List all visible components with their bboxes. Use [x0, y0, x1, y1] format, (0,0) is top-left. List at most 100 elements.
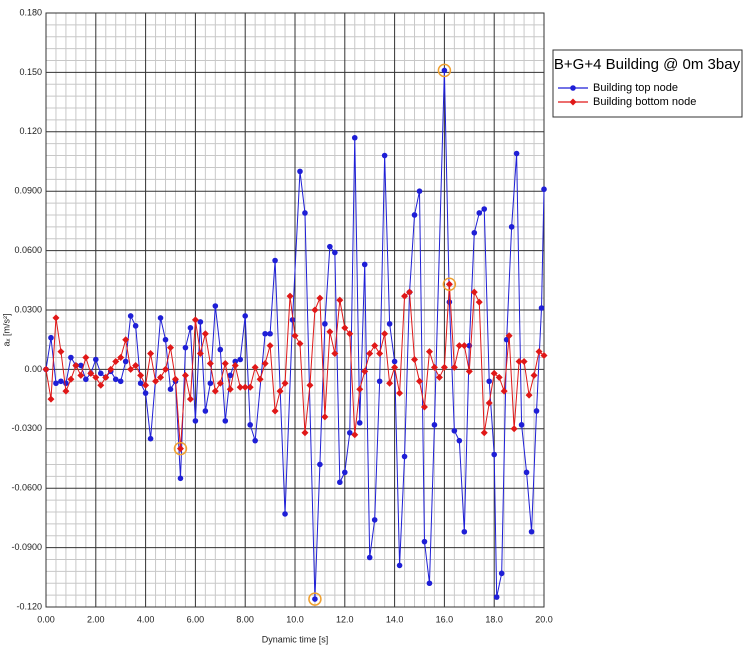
point — [346, 429, 353, 436]
series-line — [45, 70, 545, 600]
point — [470, 288, 478, 296]
point — [282, 511, 288, 517]
point — [503, 336, 510, 343]
point — [52, 314, 60, 322]
point — [196, 350, 204, 358]
point — [182, 344, 189, 351]
point — [122, 336, 130, 344]
x-tick-label: 10.0 — [286, 614, 304, 624]
point — [322, 321, 328, 327]
point — [187, 325, 194, 331]
y-tick-label: 0.180 — [19, 7, 42, 17]
point — [381, 330, 389, 338]
point — [281, 379, 289, 387]
point — [246, 383, 254, 391]
y-tick-label: 0.0600 — [14, 245, 42, 255]
point — [520, 357, 528, 365]
point — [486, 378, 493, 385]
y-tick-label: 0.00 — [24, 364, 42, 374]
point — [87, 369, 95, 377]
point — [480, 429, 488, 437]
point — [142, 381, 150, 389]
y-tick-label: -0.0300 — [11, 423, 42, 433]
point — [510, 425, 518, 433]
point — [57, 348, 65, 356]
point — [346, 330, 354, 338]
y-tick-label: -0.0600 — [11, 483, 42, 493]
point — [331, 350, 339, 358]
point — [262, 330, 268, 337]
plot-frame — [45, 12, 545, 608]
point — [465, 367, 473, 375]
point — [217, 346, 224, 353]
point — [291, 332, 299, 340]
point — [77, 371, 85, 379]
point — [211, 387, 219, 395]
point — [401, 292, 409, 300]
point — [450, 363, 458, 371]
point — [221, 359, 229, 367]
point — [441, 67, 448, 74]
point — [152, 377, 160, 385]
point — [361, 261, 368, 268]
point — [192, 418, 199, 424]
point — [68, 354, 74, 361]
point — [112, 376, 119, 383]
point — [132, 323, 139, 329]
x-tick-label: 14.0 — [386, 614, 404, 624]
point — [490, 369, 498, 377]
point — [92, 373, 100, 381]
point — [493, 594, 500, 600]
point — [351, 134, 358, 141]
point — [216, 379, 224, 387]
point — [201, 330, 209, 338]
y-tick-label: 0.0300 — [14, 304, 42, 314]
highlight-ring — [437, 63, 452, 78]
point — [426, 580, 433, 587]
point — [351, 431, 359, 439]
point — [47, 395, 55, 403]
x-tick-label: 8.00 — [236, 614, 254, 624]
point — [186, 395, 194, 403]
point — [171, 375, 179, 383]
point — [425, 348, 433, 356]
point — [297, 168, 303, 175]
point — [202, 408, 209, 414]
point — [127, 313, 134, 319]
point — [326, 328, 334, 336]
point — [142, 390, 149, 396]
point — [276, 387, 284, 395]
highlight-ring — [308, 592, 322, 606]
point — [72, 361, 80, 369]
grid — [45, 12, 545, 608]
point — [421, 538, 428, 545]
point — [471, 229, 478, 236]
x-tick-label: 18.0 — [485, 614, 503, 624]
x-tick-label: 4.00 — [137, 614, 155, 624]
point — [231, 361, 239, 369]
point — [342, 469, 348, 476]
point — [122, 358, 129, 365]
point — [251, 363, 259, 371]
point — [411, 212, 418, 218]
point — [42, 365, 50, 373]
point — [162, 365, 170, 373]
point — [266, 342, 274, 350]
point — [406, 288, 414, 296]
point — [212, 303, 219, 309]
point — [117, 354, 125, 362]
point — [538, 305, 545, 311]
point — [525, 391, 533, 399]
point — [371, 342, 379, 350]
point — [267, 330, 273, 337]
point — [396, 389, 404, 397]
point — [78, 362, 84, 369]
point — [306, 381, 314, 389]
point — [341, 324, 349, 332]
point — [53, 380, 59, 387]
point — [197, 319, 204, 325]
point — [226, 385, 234, 393]
point — [420, 403, 428, 411]
point — [137, 380, 144, 387]
point — [411, 356, 419, 363]
